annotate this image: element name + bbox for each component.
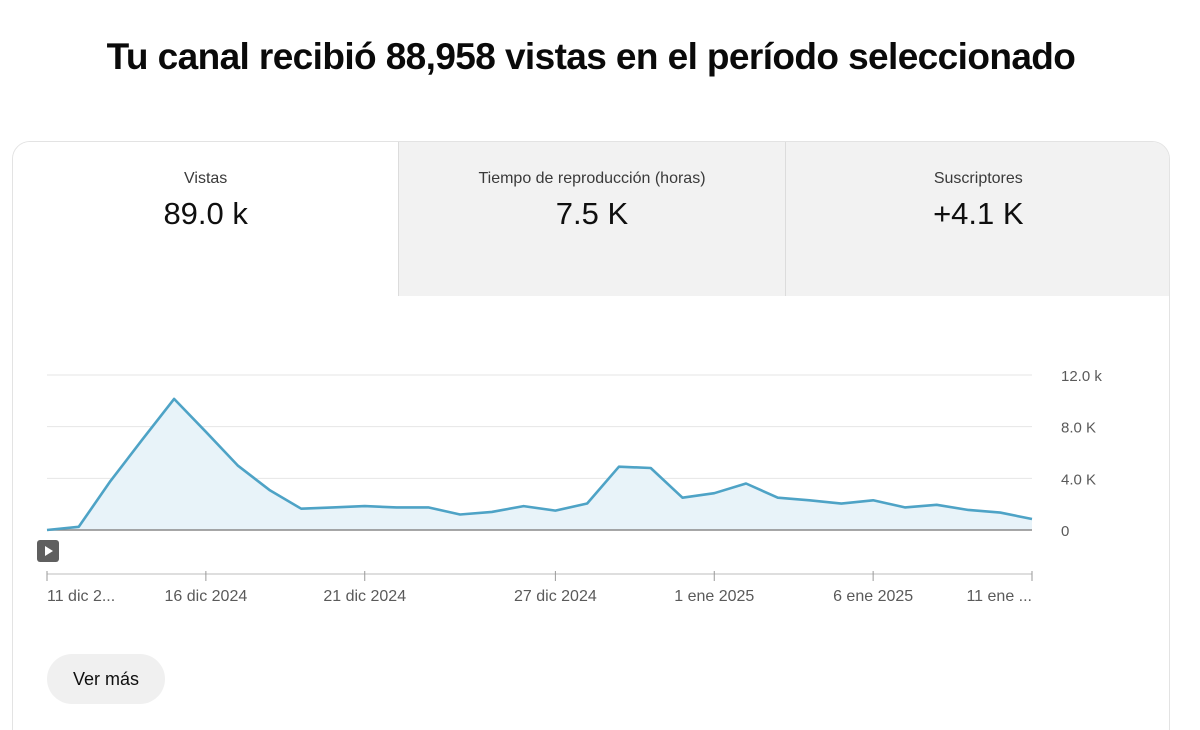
- x-tick-label: 11 dic 2...: [47, 588, 115, 605]
- y-tick-label: 0: [1061, 523, 1069, 540]
- analytics-card: Vistas 89.0 k Tiempo de reproducción (ho…: [12, 141, 1170, 730]
- y-tick-label: 8.0 K: [1061, 420, 1096, 437]
- play-icon[interactable]: [37, 540, 59, 562]
- tab-views-label: Vistas: [184, 170, 228, 187]
- views-area: [47, 398, 1032, 530]
- page-headline: Tu canal recibió 88,958 vistas en el per…: [106, 36, 1076, 77]
- tab-subscribers-label: Suscriptores: [933, 170, 1023, 187]
- x-tick-label: 27 dic 2024: [514, 588, 597, 605]
- metric-tabs: Vistas 89.0 k Tiempo de reproducción (ho…: [13, 142, 1169, 296]
- tab-watch-time-value: 7.5 K: [555, 196, 629, 231]
- y-tick-label: 4.0 K: [1061, 471, 1096, 488]
- x-tick-label: 1 ene 2025: [674, 588, 754, 605]
- y-tick-label: 12.0 k: [1061, 368, 1102, 385]
- x-tick-label: 11 ene ...: [966, 588, 1032, 605]
- tab-views[interactable]: Vistas 89.0 k: [13, 142, 399, 296]
- tab-watch-time[interactable]: Tiempo de reproducción (horas) 7.5 K: [398, 142, 785, 296]
- see-more-button[interactable]: Ver más: [47, 654, 165, 704]
- tab-subscribers[interactable]: Suscriptores +4.1 K: [784, 142, 1169, 296]
- views-chart-svg: 0 4.0 K 8.0 K 12.0 k 11 dic 2... 16 dic 2024 2…: [46, 368, 1102, 605]
- x-tick-label: 6 ene 2025: [833, 588, 913, 605]
- x-tick-label: 16 dic 2024: [165, 588, 248, 605]
- views-chart: 0 4.0 K 8.0 K 12.0 k 11 dic 2... 16 dic 2024 2…: [13, 296, 1169, 636]
- tab-subscribers-value: +4.1 K: [933, 196, 1024, 231]
- tab-views-value: 89.0 k: [163, 196, 248, 231]
- tab-watch-time-label: Tiempo de reproducción (horas): [478, 170, 706, 187]
- views-series-line: [46, 397, 1033, 532]
- x-tick-label: 21 dic 2024: [323, 588, 406, 605]
